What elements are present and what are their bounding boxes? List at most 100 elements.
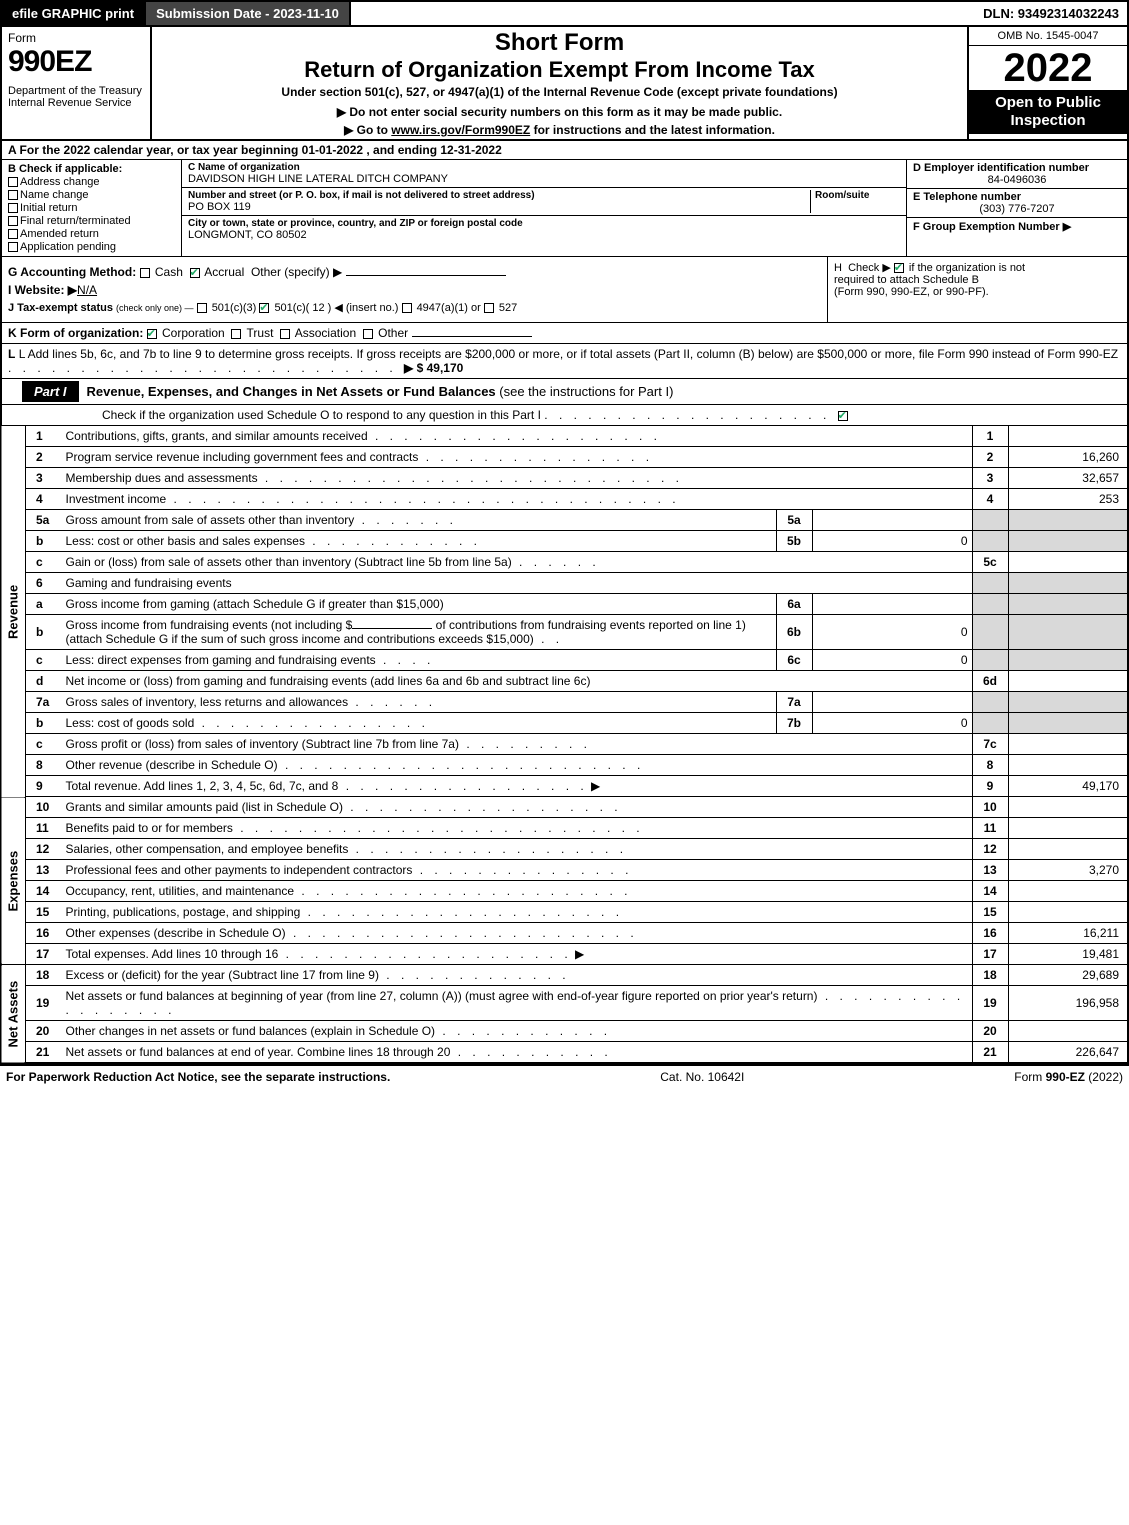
val-5a <box>812 510 972 531</box>
val-8 <box>1008 755 1128 776</box>
row-a: A For the 2022 calendar year, or tax yea… <box>0 141 1129 160</box>
val-20 <box>1008 1021 1128 1042</box>
row-l: L L Add lines 5b, 6c, and 7b to line 9 t… <box>0 344 1129 379</box>
street-value: PO BOX 119 <box>188 201 810 213</box>
room-label: Room/suite <box>815 190 900 201</box>
checkbox-corporation[interactable] <box>147 329 157 339</box>
street-label: Number and street (or P. O. box, if mail… <box>188 190 810 201</box>
dept-label: Department of the Treasury <box>8 85 144 97</box>
checkbox-other-org[interactable] <box>363 329 373 339</box>
checkbox-schedule-b[interactable] <box>894 263 904 273</box>
line-8: 8 Other revenue (describe in Schedule O)… <box>1 755 1128 776</box>
paperwork-notice: For Paperwork Reduction Act Notice, see … <box>6 1070 390 1084</box>
val-12 <box>1008 839 1128 860</box>
line-6: 6 Gaming and fundraising events <box>1 573 1128 594</box>
line-6c: c Less: direct expenses from gaming and … <box>1 650 1128 671</box>
val-6a <box>812 594 972 615</box>
line-14: 14 Occupancy, rent, utilities, and maint… <box>1 881 1128 902</box>
line-4: 4 Investment income . . . . . . . . . . … <box>1 489 1128 510</box>
val-7c <box>1008 734 1128 755</box>
submission-date: Submission Date - 2023-11-10 <box>144 2 351 25</box>
lines-table: Revenue 1 Contributions, gifts, grants, … <box>0 426 1129 1064</box>
donot-text: ▶ Do not enter social security numbers o… <box>158 105 961 119</box>
checkbox-501c3[interactable] <box>197 303 207 313</box>
ein-label: D Employer identification number <box>913 162 1121 174</box>
checkbox-4947[interactable] <box>402 303 412 313</box>
form-footer: Form 990-EZ (2022) <box>1014 1070 1123 1084</box>
website-value: N/A <box>77 283 97 297</box>
val-10 <box>1008 797 1128 818</box>
line-6d: d Net income or (loss) from gaming and f… <box>1 671 1128 692</box>
other-specify-input[interactable] <box>346 275 506 276</box>
part1-title: Revenue, Expenses, and Changes in Net As… <box>87 384 674 399</box>
c-name-row: C Name of organization DAVIDSON HIGH LIN… <box>182 160 906 188</box>
line-5a: 5a Gross amount from sale of assets othe… <box>1 510 1128 531</box>
ein-value: 84-0496036 <box>913 174 1121 186</box>
line-6a: a Gross income from gaming (attach Sched… <box>1 594 1128 615</box>
irs-label: Internal Revenue Service <box>8 97 144 109</box>
city-label: City or town, state or province, country… <box>188 218 900 229</box>
checkbox-application-pending[interactable]: Application pending <box>8 241 175 253</box>
page-footer: For Paperwork Reduction Act Notice, see … <box>0 1064 1129 1088</box>
checkbox-schedule-o[interactable] <box>838 411 848 421</box>
line-10: Expenses 10 Grants and similar amounts p… <box>1 797 1128 818</box>
org-name: DAVIDSON HIGH LINE LATERAL DITCH COMPANY <box>188 173 900 185</box>
val-4: 253 <box>1008 489 1128 510</box>
cat-no: Cat. No. 10642I <box>390 1070 1014 1084</box>
header-center: Short Form Return of Organization Exempt… <box>152 27 967 139</box>
val-7b: 0 <box>812 713 972 734</box>
val-13: 3,270 <box>1008 860 1128 881</box>
val-11 <box>1008 818 1128 839</box>
val-16: 16,211 <box>1008 923 1128 944</box>
checkbox-501c[interactable] <box>259 303 269 313</box>
checkbox-amended-return[interactable]: Amended return <box>8 228 175 240</box>
city-value: LONGMONT, CO 80502 <box>188 229 900 241</box>
val-9: 49,170 <box>1008 776 1128 797</box>
row-ghij: G Accounting Method: Cash Accrual Other … <box>0 257 1129 323</box>
val-17: 19,481 <box>1008 944 1128 965</box>
checkbox-trust[interactable] <box>231 329 241 339</box>
line-15: 15 Printing, publications, postage, and … <box>1 902 1128 923</box>
line-18: Net Assets 18 Excess or (deficit) for th… <box>1 965 1128 986</box>
header-right: OMB No. 1545-0047 2022 Open to Public In… <box>967 27 1127 139</box>
checkbox-accrual[interactable] <box>190 268 200 278</box>
part1-header: Part I Revenue, Expenses, and Changes in… <box>0 379 1129 405</box>
c-street-row: Number and street (or P. O. box, if mail… <box>182 188 906 216</box>
checkbox-name-change[interactable]: Name change <box>8 189 175 201</box>
other-org-input[interactable] <box>412 336 532 337</box>
line-19: 19 Net assets or fund balances at beginn… <box>1 986 1128 1021</box>
col-d: D Employer identification number 84-0496… <box>907 160 1127 256</box>
val-6c: 0 <box>812 650 972 671</box>
fundraising-amount-input[interactable] <box>352 628 432 629</box>
line-20: 20 Other changes in net assets or fund b… <box>1 1021 1128 1042</box>
col-b: B Check if applicable: Address change Na… <box>2 160 182 256</box>
part1-tab: Part I <box>22 381 79 402</box>
row-g: G Accounting Method: Cash Accrual Other … <box>8 265 821 279</box>
checkbox-association[interactable] <box>280 329 290 339</box>
under-text: Under section 501(c), 527, or 4947(a)(1)… <box>158 85 961 99</box>
sidelabel-expenses: Expenses <box>1 797 26 965</box>
checkbox-final-return[interactable]: Final return/terminated <box>8 215 175 227</box>
checkbox-527[interactable] <box>484 303 494 313</box>
line-6b: b Gross income from fundraising events (… <box>1 615 1128 650</box>
val-21: 226,647 <box>1008 1042 1128 1064</box>
goto-link[interactable]: www.irs.gov/Form990EZ <box>391 123 530 137</box>
checkbox-cash[interactable] <box>140 268 150 278</box>
line-16: 16 Other expenses (describe in Schedule … <box>1 923 1128 944</box>
checkbox-address-change[interactable]: Address change <box>8 176 175 188</box>
val-3: 32,657 <box>1008 468 1128 489</box>
dln-label: DLN: 93492314032243 <box>983 6 1127 21</box>
goto-text: ▶ Go to www.irs.gov/Form990EZ for instru… <box>158 123 961 137</box>
f-group-row: F Group Exemption Number ▶ <box>907 218 1127 235</box>
row-h: H Check ▶ if the organization is not req… <box>827 257 1127 322</box>
val-5b: 0 <box>812 531 972 552</box>
val-19: 196,958 <box>1008 986 1128 1021</box>
line-21: 21 Net assets or fund balances at end of… <box>1 1042 1128 1064</box>
checkbox-initial-return[interactable]: Initial return <box>8 202 175 214</box>
line-7c: c Gross profit or (loss) from sales of i… <box>1 734 1128 755</box>
val-6d <box>1008 671 1128 692</box>
line-9: 9 Total revenue. Add lines 1, 2, 3, 4, 5… <box>1 776 1128 797</box>
group-label: F Group Exemption Number ▶ <box>913 220 1121 233</box>
row-k: K Form of organization: Corporation Trus… <box>0 323 1129 344</box>
form-header: Form 990EZ Department of the Treasury In… <box>0 27 1129 141</box>
